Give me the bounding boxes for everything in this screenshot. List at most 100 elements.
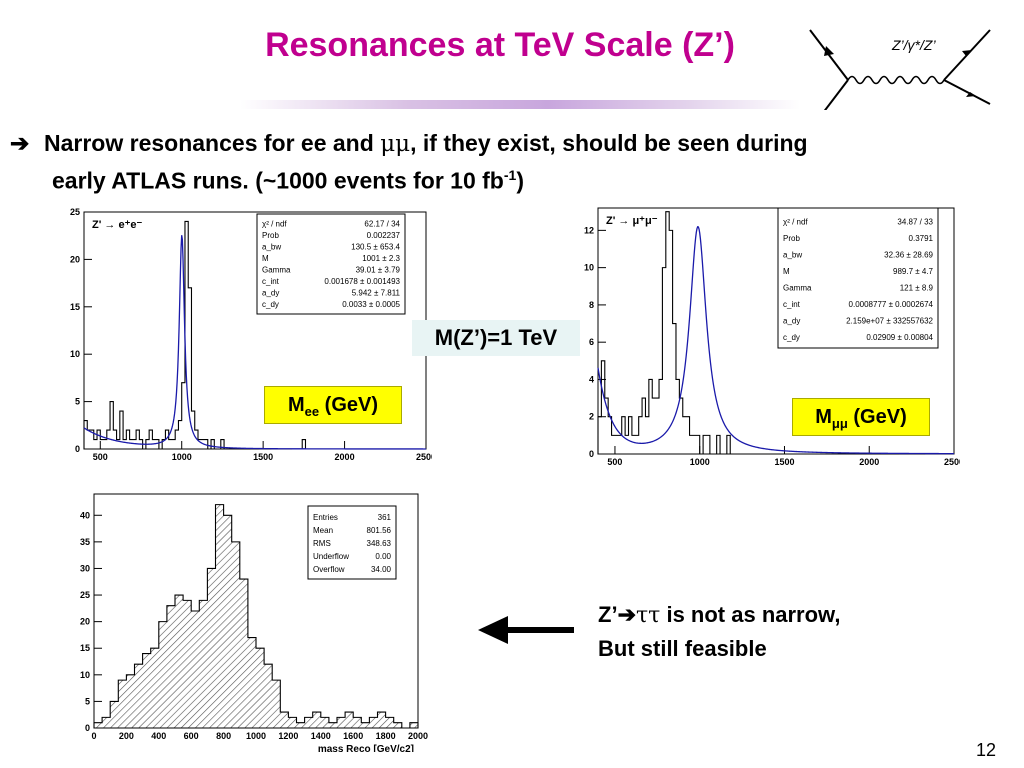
note-text: is not as narrow, [660,602,841,627]
stats-value: 130.5 ± 653.4 [351,243,400,252]
stats-label: c_int [262,277,280,286]
fit-curve [597,226,955,455]
y-tick-label: 10 [584,263,594,273]
y-tick-label: 35 [80,537,90,547]
stats-value: 39.01 ± 3.79 [356,266,401,275]
stats-value: 34.87 / 33 [897,217,933,226]
x-tick-label: 1800 [376,731,396,741]
stats-value: 2.159e+07 ± 332557632 [846,316,933,325]
stats-value: 0.0033 ± 0.0005 [342,300,400,309]
x-tick-label: 1500 [774,457,794,467]
stats-label: Overflow [313,565,345,574]
x-tick-label: 600 [184,731,199,741]
fit-curve [83,235,426,450]
y-tick-label: 0 [589,449,594,459]
stats-value: 0.02909 ± 0.00804 [866,333,933,342]
fb-superscript: -1 [503,167,517,183]
stats-label: Entries [313,513,338,522]
y-tick-label: 0 [85,723,90,733]
stats-value: 989.7 ± 4.7 [893,267,934,276]
stats-box [777,207,939,349]
y-tick-label: 25 [70,207,80,217]
x-tick-label: 1500 [253,452,273,462]
chart-title: Z' → μ⁺μ⁻ [606,215,658,227]
tautau-symbol: ττ [636,603,661,628]
stats-label: Mean [313,526,333,535]
mumu-symbol: μμ [380,131,411,157]
x-tick-label: 400 [151,731,166,741]
ee-axis-label: Mee (GeV) [264,386,402,424]
stats-box [256,213,406,315]
stats-label: Underflow [313,552,349,561]
chart-title: Z' → e⁺e⁻ [92,219,142,231]
x-tick-label: 2000 [408,731,428,741]
bullet-line-1: ➔ Narrow resonances for ee and μμ, if the… [10,128,808,159]
stats-value: 801.56 [367,526,392,535]
bullet-text-3: early ATLAS runs. (~1000 events for 10 f… [52,167,504,194]
stats-label: a_dy [783,316,800,325]
x-tick-label: 1400 [311,731,331,741]
stats-label: c_dy [262,300,279,309]
x-tick-label: 1600 [343,731,363,741]
stats-label: Prob [262,231,279,240]
right-arrow-icon: ➔ [10,130,30,156]
x-tick-label: 2000 [859,457,879,467]
stats-label: c_dy [783,333,800,342]
x-axis-label: mass Reco [GeV/c2] [318,744,414,752]
x-tick-label: 1000 [172,452,192,462]
y-tick-label: 20 [80,617,90,627]
x-tick-label: 1000 [690,457,710,467]
histogram-bars [93,504,419,729]
stats-label: M [783,267,790,276]
tautau-note-line-2: But still feasible [598,636,767,661]
mm-label-main: M [815,406,832,428]
feynman-label: Z’/γ*/Z’ [891,37,936,53]
feynman-diagram: Z’/γ*/Z’ [809,29,991,110]
stats-label: Prob [783,234,800,243]
bullet-text-4: ) [516,167,524,194]
ee-label-sub: ee [304,404,320,419]
stats-label: χ² / ndf [783,217,808,226]
stats-label: M [262,254,269,263]
x-tick-label: 200 [119,731,134,741]
histogram-bars [597,211,954,455]
y-tick-label: 12 [584,225,594,235]
bullet-text-2: , if they exist, should be seen during [410,130,808,156]
stats-label: χ² / ndf [262,220,287,229]
stats-value: 62.17 / 34 [364,220,400,229]
y-tick-label: 25 [80,590,90,600]
y-tick-label: 10 [70,349,80,359]
stats-value: 0.00 [375,552,391,561]
stats-value: 121 ± 8.9 [900,283,934,292]
y-tick-label: 6 [589,337,594,347]
stats-value: 5.942 ± 7.811 [352,289,401,298]
x-tick-label: 1200 [278,731,298,741]
stats-value: 34.00 [371,565,392,574]
stats-value: 348.63 [367,539,392,548]
stats-label: Gamma [783,283,812,292]
stats-value: 32.36 ± 28.69 [884,250,933,259]
note-zprime: Z’ [598,602,618,627]
left-arrow-icon [478,616,574,644]
y-tick-label: 30 [80,563,90,573]
x-tick-label: 500 [607,457,622,467]
page-number: 12 [976,740,997,760]
bullet-line-2: early ATLAS runs. (~1000 events for 10 f… [52,160,524,196]
y-tick-label: 15 [70,302,80,312]
x-tick-label: 500 [93,452,108,462]
stats-label: c_int [783,300,801,309]
right-arrow-icon: ➔ [617,602,636,627]
y-tick-label: 0 [75,444,80,454]
mass-label: M(Z’)=1 TeV [412,320,580,356]
stats-label: a_bw [262,243,281,252]
stats-label: Gamma [262,266,291,275]
ee-label-main: M [287,394,305,416]
y-tick-label: 4 [589,374,594,384]
ee-label-unit: (GeV) [319,394,379,416]
x-tick-label: 2000 [335,452,355,462]
y-tick-label: 15 [80,643,90,653]
stats-box [307,505,397,580]
